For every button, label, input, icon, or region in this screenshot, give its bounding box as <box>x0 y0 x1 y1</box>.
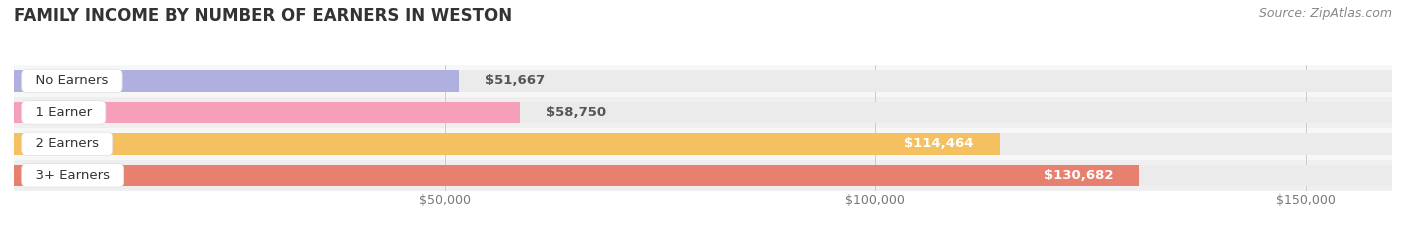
Text: FAMILY INCOME BY NUMBER OF EARNERS IN WESTON: FAMILY INCOME BY NUMBER OF EARNERS IN WE… <box>14 7 512 25</box>
Text: No Earners: No Earners <box>27 75 117 87</box>
Bar <box>14 160 1392 191</box>
Bar <box>14 65 1392 97</box>
Bar <box>14 70 458 92</box>
Text: 1 Earner: 1 Earner <box>27 106 101 119</box>
Bar <box>14 133 1000 154</box>
Bar <box>14 165 1392 186</box>
Text: 3+ Earners: 3+ Earners <box>27 169 118 182</box>
Bar <box>14 97 1392 128</box>
Bar <box>14 128 1392 160</box>
Bar <box>14 70 1392 92</box>
Text: $130,682: $130,682 <box>1045 169 1114 182</box>
Text: 2 Earners: 2 Earners <box>27 137 107 150</box>
Bar <box>14 165 1139 186</box>
Text: $114,464: $114,464 <box>904 137 974 150</box>
Text: $58,750: $58,750 <box>546 106 606 119</box>
Text: Source: ZipAtlas.com: Source: ZipAtlas.com <box>1258 7 1392 20</box>
Bar <box>14 133 1392 154</box>
Text: $51,667: $51,667 <box>485 75 546 87</box>
Bar <box>14 102 520 123</box>
Bar <box>14 102 1392 123</box>
